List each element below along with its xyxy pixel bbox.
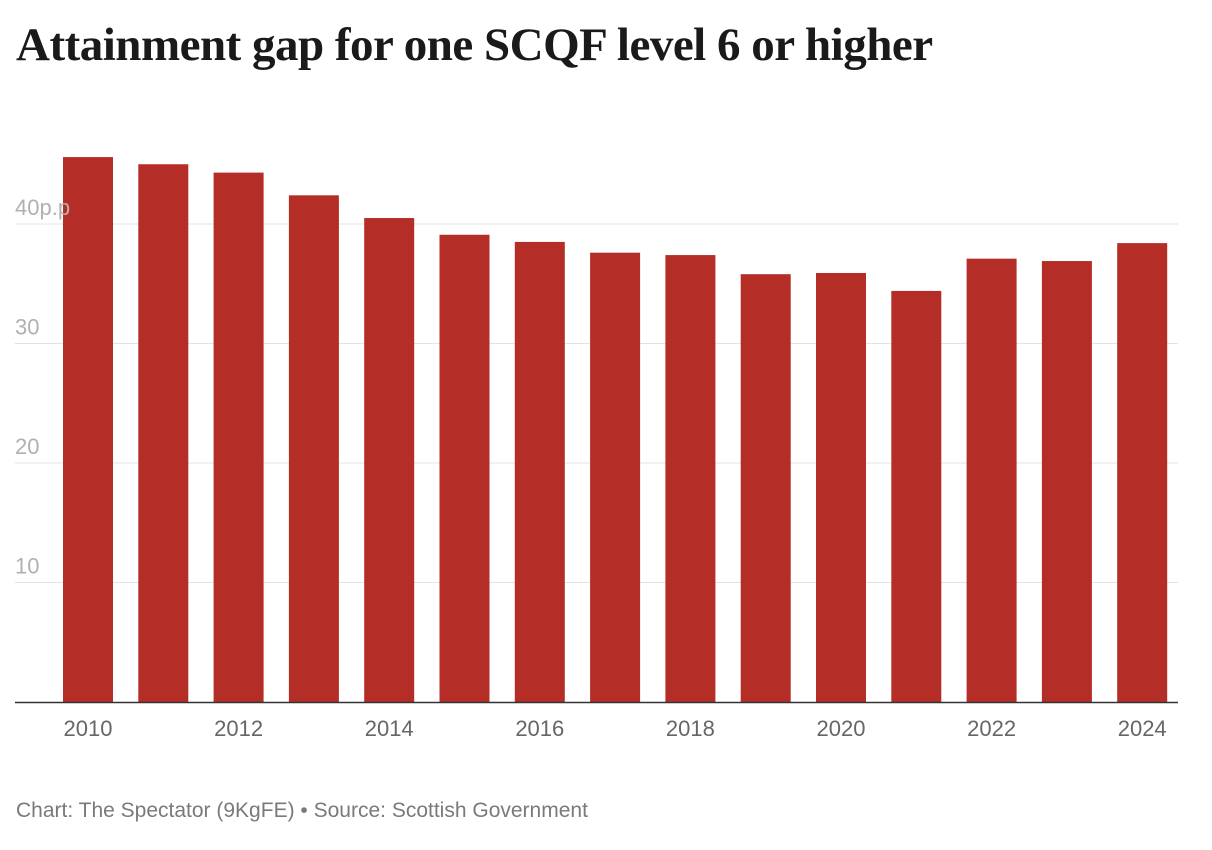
y-tick-label: 10	[15, 554, 39, 579]
chart-credit: Chart: The Spectator (9KgFE)	[16, 799, 295, 822]
y-tick-label: 20	[15, 434, 39, 459]
bar-2015	[439, 234, 490, 702]
x-tick-label: 2020	[817, 716, 866, 741]
bars	[63, 157, 1168, 703]
bar-2022	[966, 258, 1017, 702]
bar-2021	[891, 290, 942, 702]
x-tick-label: 2012	[214, 716, 263, 741]
x-tick-label: 2018	[666, 716, 715, 741]
bar-2024	[1117, 243, 1168, 702]
bar-2010	[63, 157, 113, 702]
bar-2023	[1041, 261, 1092, 702]
x-tick-label: 2022	[967, 716, 1016, 741]
bar-2017	[590, 252, 641, 702]
y-tick-label: 30	[15, 315, 39, 340]
bar-2011	[138, 164, 189, 702]
chart-footer: Chart: The Spectator (9KgFE) • Source: S…	[16, 799, 588, 823]
x-tick-label: 2014	[365, 716, 414, 741]
y-axis-ticks: 10 20 30 40p.p	[15, 195, 70, 579]
bar-2018	[665, 255, 716, 702]
bar-2020	[816, 272, 866, 702]
x-tick-label: 2010	[64, 716, 113, 741]
y-tick-label: 40p.p	[15, 195, 70, 220]
x-tick-label: 2016	[515, 716, 564, 741]
bar-2019	[740, 274, 791, 702]
bar-2013	[288, 195, 339, 702]
bar-2012	[213, 172, 264, 703]
source-note: Source: Scottish Government	[313, 799, 588, 822]
x-tick-label: 2024	[1118, 716, 1167, 741]
chart-title: Attainment gap for one SCQF level 6 or h…	[16, 19, 933, 71]
bar-2016	[514, 241, 565, 703]
footer-separator: •	[300, 799, 308, 822]
bar-2014	[364, 218, 415, 702]
x-axis-ticks: 2010 2012 2014 2016 2018 2020 2022 2024	[64, 716, 1167, 741]
